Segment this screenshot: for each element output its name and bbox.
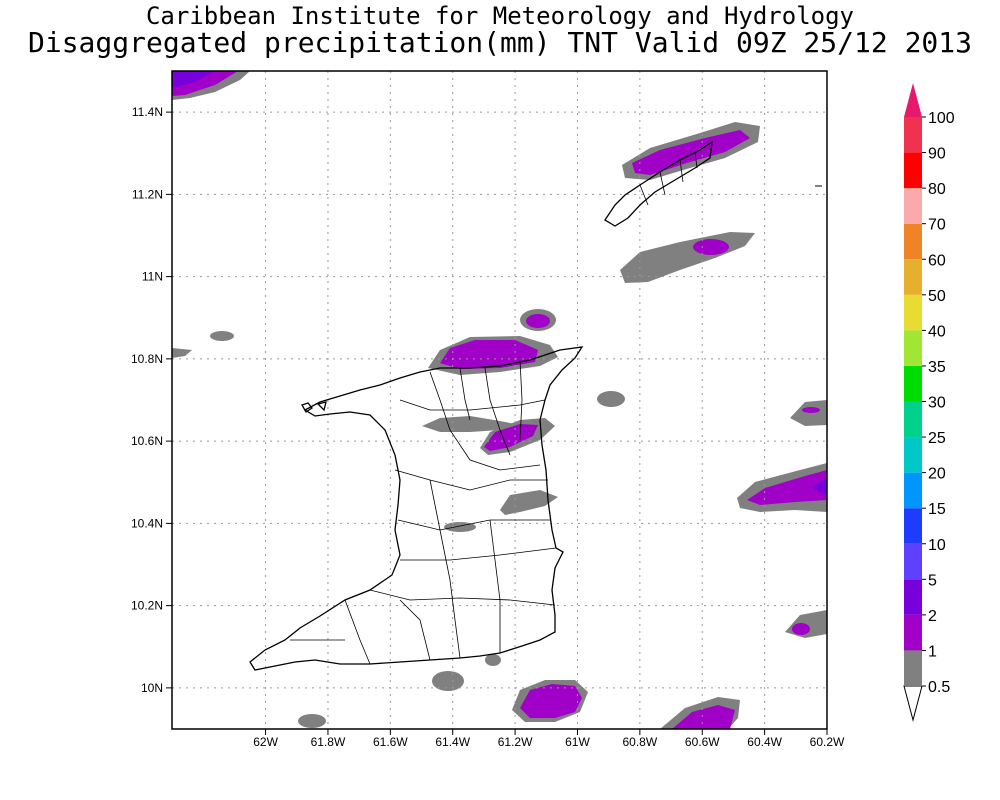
colorbar-level-label: 90 [928,146,946,163]
graticule [172,71,828,729]
x-tick-label: 62W [253,735,278,749]
colorbar-min-arrow [903,685,923,722]
colorbar-level-label: 40 [928,323,946,340]
precipitation-layer [172,71,827,729]
colorbar-swatch [904,365,922,402]
title-institute: Caribbean Institute for Meteorology and … [145,2,854,30]
x-tick-label: 61.6W [373,735,408,749]
colorbar-level-label: 35 [928,359,946,376]
colorbar-level-label: 0.5 [928,679,950,696]
colorbar-swatch [904,650,922,686]
y-tick-label: 10.4N [131,516,163,530]
colorbar-swatch [904,543,922,580]
colorbar-swatch [904,330,922,366]
colorbar-swatch [904,117,922,153]
colorbar-swatch [904,614,922,651]
colorbar-level-label: 1 [928,643,937,660]
colorbar-level-label: 70 [928,217,946,234]
y-tick-label: 11N [142,270,163,284]
colorbar-swatch [904,401,922,438]
y-tick-label: 10.2N [131,599,163,613]
colorbar-swatch [904,294,922,331]
y-tick-label: 11.4N [132,105,163,119]
x-axis: 62W 61.8W 61.6W 61.4W 61.2W 61W 60.8W 60.6W 60.4… [253,729,845,749]
colorbar-level-label: 10 [928,537,946,554]
colorbar-level-label: 60 [928,252,946,269]
x-tick-label: 61.4W [435,735,470,749]
colorbar-level-label: 5 [928,572,937,589]
colorbar-swatch [904,437,922,473]
colorbar-level-label: 80 [928,181,946,198]
colorbar-level-label: 100 [928,110,955,127]
x-tick-label: 60.6W [685,735,720,749]
colorbar-max-arrow [904,83,922,117]
y-tick-label: 10.8N [131,352,163,366]
plot-frame [171,70,828,730]
colorbar-level-label: 15 [928,501,946,518]
x-tick-label: 61W [565,735,590,749]
x-tick-label: 61.2W [498,735,533,749]
colorbar-swatch [904,259,922,295]
x-tick-label: 60.2W [810,735,845,749]
colorbar-level-label: 2 [928,608,937,625]
colorbar-level-label: 30 [928,395,946,412]
trinidad-tobago-outline [249,140,822,671]
colorbar-level-label: 20 [928,466,946,483]
title-product: Disaggregated precipitation(mm) TNT Vali… [27,26,972,59]
x-tick-label: 61.8W [311,735,346,749]
y-axis: 11.4N 11.2N 11N 10.8N 10.6N 10.4N 10.2N 10N [131,105,172,695]
y-tick-label: 10N [141,681,163,695]
x-tick-label: 60.4W [747,735,782,749]
colorbar-swatch [904,508,922,544]
colorbar-level-label: 25 [928,430,946,447]
colorbar-level-label: 50 [928,288,946,305]
colorbar-swatch [904,152,922,189]
colorbar-swatch [904,223,922,260]
x-tick-label: 60.8W [623,735,658,749]
y-tick-label: 11.2N [132,187,163,201]
colorbar-swatch [904,472,922,509]
y-tick-label: 10.6N [131,434,163,448]
colorbar-swatch [904,579,922,615]
colorbar-swatch [904,188,922,224]
